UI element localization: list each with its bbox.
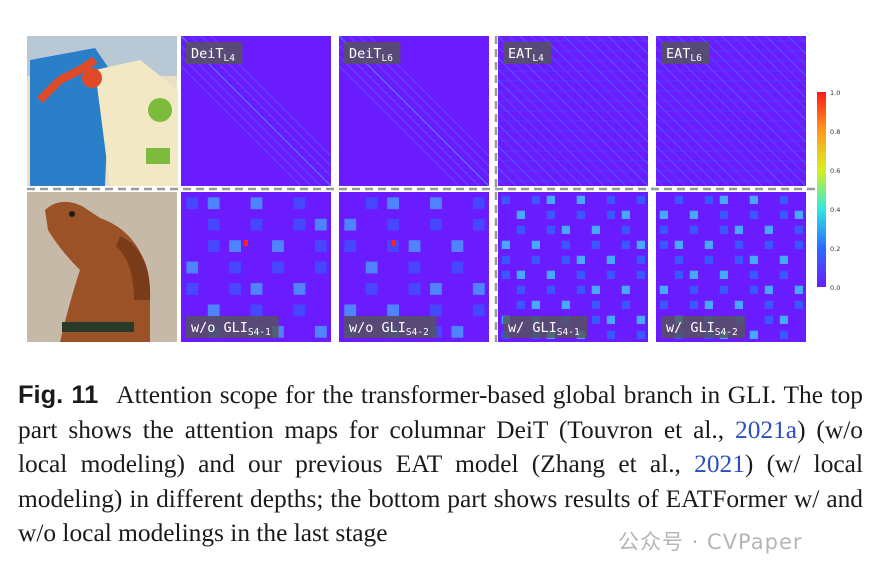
attention-map-bottom-2: w/o GLIS4-2 bbox=[339, 192, 489, 342]
caption-text-2: ) (w/o local modeling) and our previous … bbox=[18, 415, 863, 479]
caption-text-1: Attention scope for the transformer-base… bbox=[18, 381, 863, 444]
attention-map-top-2: DeiTL6 bbox=[338, 35, 490, 187]
attention-map-bottom-4: w/ GLIS4-2 bbox=[656, 192, 806, 342]
panel-label-bottom-3: w/ GLIS4-1 bbox=[503, 316, 588, 338]
tshirt-photo bbox=[27, 36, 178, 186]
attention-map-bottom-3: w/ GLIS4-1 bbox=[498, 192, 648, 342]
dog-photo bbox=[27, 192, 177, 342]
panel-label-bottom-2: w/o GLIS4-2 bbox=[344, 316, 437, 338]
panel-label-top-2: DeiTL6 bbox=[344, 42, 401, 64]
colorbar: 1.0 0.8 0.6 0.4 0.2 0.0 bbox=[817, 89, 840, 292]
panel-label-bottom-4: w/ GLIS4-2 bbox=[661, 316, 746, 338]
colorbar-tick-label: 1.0 bbox=[830, 89, 840, 97]
colorbar-tick-label: 0.6 bbox=[830, 167, 840, 175]
figure-caption: Fig. 11 Attention scope for the transform… bbox=[18, 378, 863, 551]
panel-label-bottom-1: w/o GLIS4-1 bbox=[186, 316, 279, 338]
watermark-text: 公众号 · CVPaper bbox=[618, 530, 803, 554]
attention-figure: DeiTL4 DeiTL6 EATL4 EATL6 w/o GLIS4-1 w/o GLI… bbox=[27, 31, 840, 342]
attention-map-top-3: EATL4 bbox=[493, 31, 653, 191]
panel-label-top-3: EATL4 bbox=[503, 42, 552, 64]
attention-map-bottom-1: w/o GLIS4-1 bbox=[181, 192, 331, 342]
citation-link-touvron[interactable]: 2021a bbox=[735, 415, 798, 444]
colorbar-tick-label: 0.8 bbox=[830, 128, 840, 136]
attention-map-top-1: DeiTL4 bbox=[180, 35, 332, 187]
panel-label-top-4: EATL6 bbox=[661, 42, 710, 64]
panel-label-top-1: DeiTL4 bbox=[186, 42, 243, 64]
caption-text-3: ) (w/ local modeling) in different depth… bbox=[18, 450, 864, 548]
colorbar-tick-label: 0.2 bbox=[830, 245, 840, 253]
colorbar-tick-label: 0.0 bbox=[830, 284, 840, 292]
citation-link-zhang[interactable]: 2021 bbox=[694, 450, 745, 479]
figure-label: Fig. 11 bbox=[18, 381, 99, 409]
colorbar-tick-label: 0.4 bbox=[830, 206, 840, 214]
attention-map-top-4: EATL6 bbox=[651, 31, 811, 191]
